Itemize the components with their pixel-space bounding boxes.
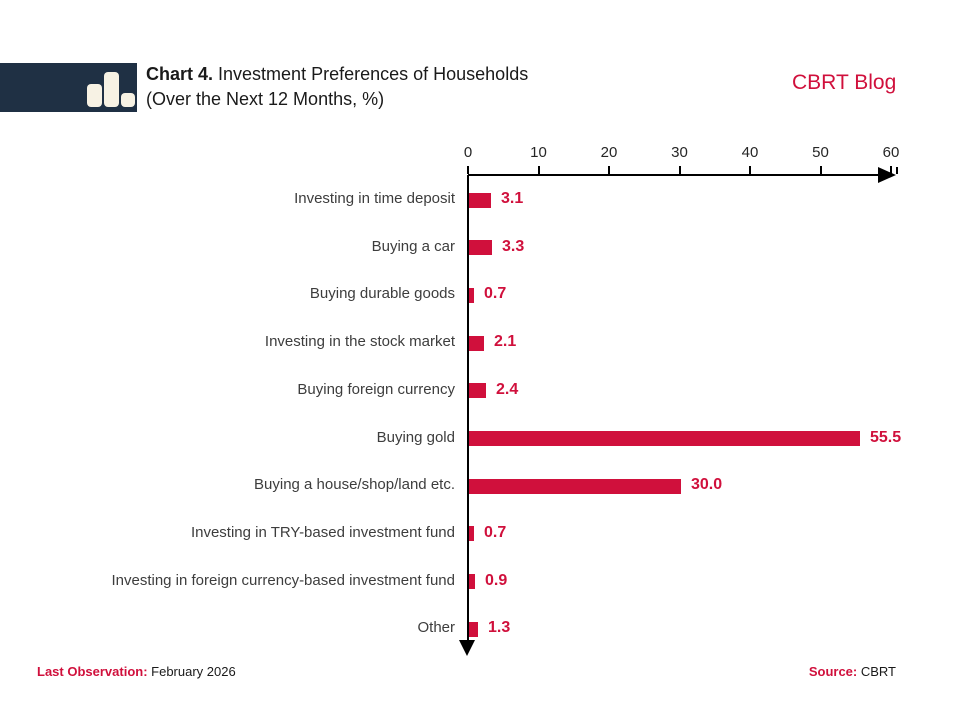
value-label: 3.1 <box>501 190 524 207</box>
value-label: 0.7 <box>484 285 507 303</box>
last-observation-label: Last Observation: <box>37 664 148 679</box>
cbrt-logo <box>0 63 137 112</box>
category-label: Investing in time deposit <box>294 190 455 207</box>
x-axis-arrow-icon <box>878 167 896 183</box>
value-label: 0.7 <box>484 523 507 541</box>
bar <box>469 240 492 256</box>
bar <box>469 621 478 637</box>
x-axis-tick <box>678 166 681 174</box>
chart-title-text: Investment Preferences of Households <box>213 64 529 84</box>
x-axis-tick-label: 40 <box>741 144 759 161</box>
category-label: Investing in foreign currency-based inve… <box>111 571 455 589</box>
chart-title-line2: (Over the Next 12 Months, %) <box>146 89 385 109</box>
bar <box>469 383 486 399</box>
chart-number: Chart 4. <box>146 64 214 84</box>
bar <box>469 287 474 303</box>
bar <box>469 192 491 208</box>
x-axis-tick <box>608 166 610 174</box>
category-label: Investing in TRY-based investment fund <box>190 523 455 541</box>
last-observation-value: February 2026 <box>147 664 236 679</box>
x-axis-tick <box>890 166 892 174</box>
brand-logo-text: CBRT Blog <box>792 71 897 94</box>
category-label: Buying a house/shop/land etc. <box>254 476 455 494</box>
x-axis-tick <box>467 166 469 174</box>
x-axis-tick <box>749 166 751 174</box>
value-label: 1.3 <box>488 619 511 637</box>
value-label: 2.1 <box>494 333 517 351</box>
bar-chart-icon-bar <box>87 84 102 107</box>
category-label: Buying foreign currency <box>297 380 455 398</box>
x-axis-tick-label: 60 <box>882 144 900 161</box>
chart-title: Chart 4. Investment Preferences of House… <box>146 62 528 112</box>
x-axis-tick-label: 20 <box>600 144 618 161</box>
value-label: 2.4 <box>496 380 519 398</box>
value-label: 30.0 <box>691 476 723 494</box>
x-axis-tick-label: 10 <box>530 144 547 161</box>
bar-chart-icon-bar <box>121 93 135 107</box>
bar-chart-icon-bar <box>104 72 119 107</box>
bar <box>469 335 484 351</box>
source: Source: CBRT <box>809 664 896 679</box>
x-axis-tick-label: 0 <box>463 144 473 161</box>
bar <box>469 574 475 590</box>
chart-title-line1: Chart 4. Investment Preferences of House… <box>146 62 528 87</box>
category-label: Buying gold <box>376 428 455 446</box>
category-label: Buying durable goods <box>309 285 455 303</box>
value-label: 0.9 <box>485 571 508 589</box>
source-label: Source: <box>808 664 858 679</box>
value-label: 3.3 <box>502 237 525 255</box>
x-axis-end-cap <box>896 167 898 174</box>
bar <box>469 526 474 542</box>
bar <box>469 478 681 494</box>
x-axis-tick-label: 50 <box>812 144 829 161</box>
category-label: Other <box>417 619 455 637</box>
value-label: 55.5 <box>870 428 902 446</box>
x-axis-tick <box>819 166 822 174</box>
x-axis-line <box>468 174 878 176</box>
y-axis-line <box>467 175 469 640</box>
last-observation: Last Observation: February 2026 <box>37 664 236 679</box>
y-axis-arrow-icon <box>459 640 475 656</box>
source-value: CBRT <box>857 664 896 679</box>
category-label: Buying a car <box>371 237 455 255</box>
bar <box>469 431 860 446</box>
x-axis-tick <box>537 166 540 174</box>
x-axis-tick-label: 30 <box>671 144 688 161</box>
category-label: Investing in the stock market <box>264 333 455 351</box>
